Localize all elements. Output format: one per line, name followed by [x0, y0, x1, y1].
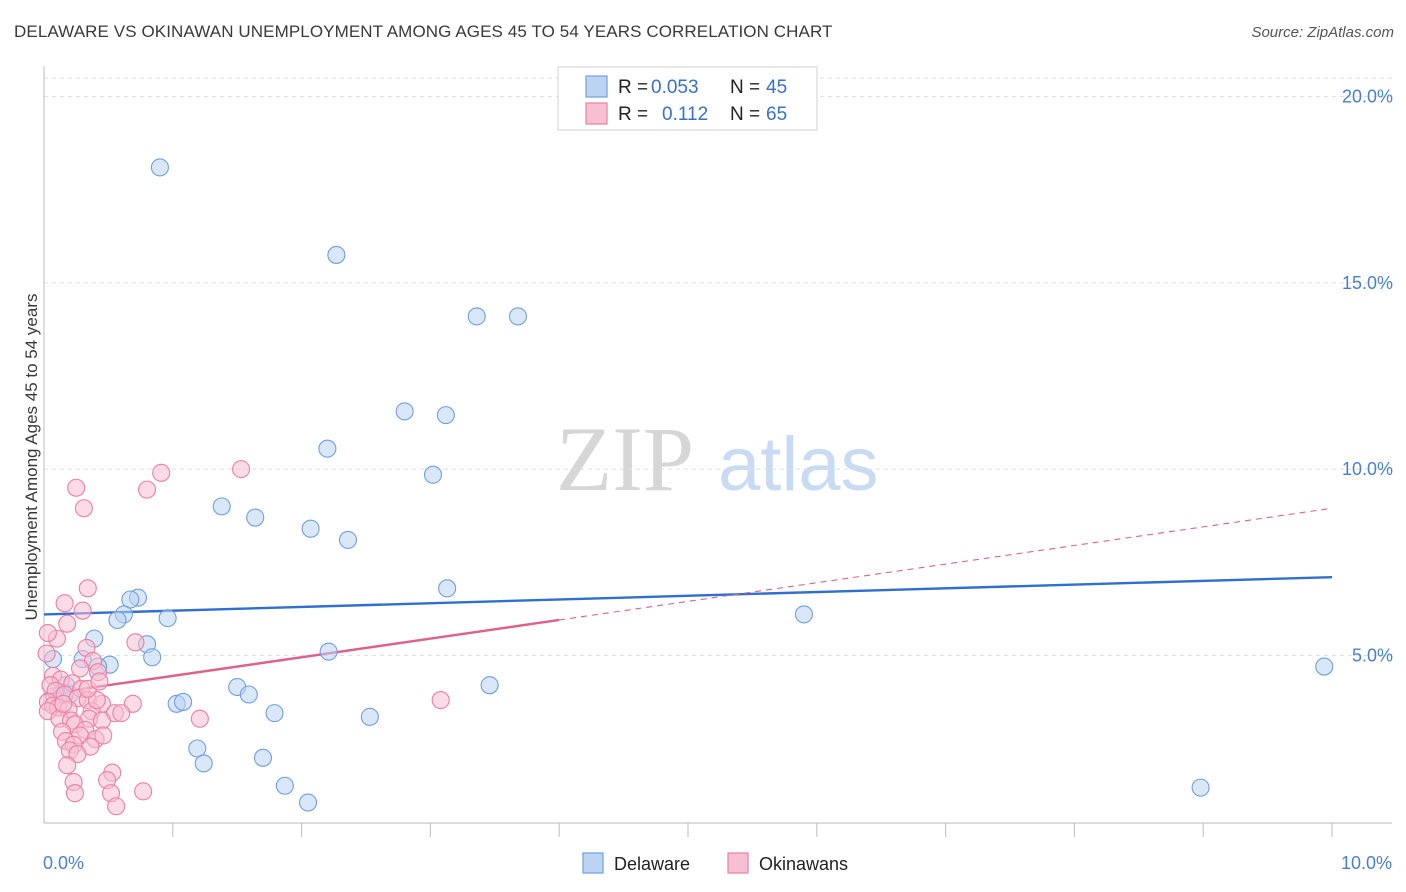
- okinawan-point-0: [67, 478, 86, 497]
- y-tick-label-2: 15.0%: [1342, 273, 1393, 293]
- okinawan-point-59: [190, 709, 209, 728]
- delaware-point-34: [265, 704, 284, 723]
- x-tick-label-min: 0.0%: [43, 853, 84, 873]
- delaware-point-30: [480, 676, 499, 695]
- legend-r-label-okinawan: R =: [618, 104, 648, 125]
- chart-title: DELAWARE VS OKINAWAN UNEMPLOYMENT AMONG …: [14, 22, 833, 41]
- delaware-point-3: [508, 307, 528, 326]
- delaware-point-31: [239, 685, 258, 704]
- delaware-point-0: [150, 158, 169, 177]
- delaware-point-40: [298, 793, 318, 812]
- legend-top: R = 0.053 N = 45 R = 0.112 N = 65: [557, 66, 818, 131]
- legend-bottom-swatch-okinawan: [727, 852, 749, 874]
- delaware-point-36: [188, 739, 207, 758]
- delaware-point-20: [143, 648, 162, 667]
- y-tick-label-0: 5.0%: [1352, 645, 1393, 665]
- okinawan-point-8: [58, 614, 77, 633]
- legend-n-label-delaware: N =: [730, 77, 760, 98]
- y-tick-label-1: 10.0%: [1342, 459, 1393, 479]
- okinawan-point-61: [112, 704, 131, 723]
- y-tick-label-3: 20.0%: [1342, 87, 1393, 107]
- okinawan-point-4: [232, 460, 251, 479]
- legend-n-value-okinawan: 65: [766, 104, 787, 125]
- delaware-point-33: [174, 692, 193, 711]
- x-tick-label-max: 10.0%: [1341, 853, 1392, 873]
- legend-swatch-okinawan: [585, 102, 608, 125]
- trend-line-okinawan: [43, 618, 560, 696]
- delaware-point-16: [108, 610, 127, 630]
- legend-r-value-okinawan: 0.112: [662, 104, 708, 125]
- delaware-point-12: [438, 579, 457, 598]
- delaware-point-2: [467, 307, 486, 326]
- delaware-point-14: [121, 590, 140, 609]
- legend-bottom: Delaware Okinawans: [582, 852, 848, 874]
- y-axis-label: Unemployment Among Ages 45 to 54 years: [22, 294, 41, 621]
- watermark-atlas: atlas: [718, 422, 879, 507]
- okinawan-point-64: [54, 694, 73, 713]
- okinawan-point-2: [152, 463, 171, 482]
- delaware-point-26: [794, 605, 813, 624]
- delaware-point-4: [395, 402, 414, 421]
- okinawan-point-10: [38, 623, 57, 643]
- delaware-point-7: [423, 465, 443, 484]
- okinawan-points: [37, 460, 450, 816]
- delaware-point-27: [1315, 657, 1334, 676]
- legend-r-value-delaware: 0.053: [651, 77, 699, 98]
- delaware-point-10: [301, 519, 320, 538]
- grid-lines: [44, 77, 1392, 656]
- okinawan-point-58: [431, 691, 450, 710]
- delaware-point-6: [318, 439, 337, 458]
- trend-line-okinawan-extension: [559, 507, 1333, 621]
- delaware-point-39: [275, 776, 294, 795]
- okinawan-point-54: [65, 784, 84, 803]
- okinawan-point-50: [58, 756, 77, 775]
- delaware-point-35: [360, 707, 379, 726]
- delaware-point-17: [158, 609, 177, 628]
- okinawan-point-57: [107, 797, 126, 816]
- okinawan-point-7: [73, 601, 92, 620]
- okinawan-point-63: [90, 672, 109, 691]
- okinawan-point-15: [71, 659, 90, 678]
- delaware-point-41: [1191, 778, 1210, 797]
- okinawan-point-56: [134, 782, 153, 801]
- okinawan-point-12: [37, 644, 56, 663]
- delaware-point-9: [246, 508, 265, 527]
- y-tick-labels: 5.0% 10.0% 15.0% 20.0%: [1342, 87, 1393, 666]
- okinawan-point-6: [55, 594, 74, 613]
- source-label: Source: ZipAtlas.com: [1251, 24, 1394, 41]
- legend-bottom-label-delaware: Delaware: [614, 854, 690, 874]
- legend-bottom-swatch-delaware: [582, 852, 604, 874]
- legend-swatch-delaware: [585, 75, 608, 98]
- legend-n-value-delaware: 45: [766, 77, 787, 98]
- trend-lines: [43, 507, 1333, 696]
- legend-r-label-delaware: R =: [618, 77, 648, 98]
- okinawan-point-11: [126, 633, 145, 652]
- delaware-point-1: [327, 245, 346, 264]
- okinawan-point-5: [78, 579, 97, 598]
- okinawan-point-1: [74, 499, 93, 518]
- delaware-point-38: [253, 748, 273, 767]
- watermark-zip: ZIP: [556, 408, 694, 510]
- delaware-point-37: [194, 754, 213, 773]
- delaware-point-21: [319, 642, 338, 661]
- delaware-point-8: [212, 497, 231, 516]
- okinawan-point-49: [68, 745, 87, 764]
- delaware-point-11: [338, 530, 358, 549]
- legend-bottom-label-okinawan: Okinawans: [759, 854, 848, 874]
- okinawan-point-3: [137, 480, 157, 499]
- legend-n-label-okinawan: N =: [730, 104, 760, 125]
- trend-line-delaware: [43, 575, 1333, 616]
- delaware-point-5: [436, 406, 455, 425]
- okinawan-point-44: [94, 726, 113, 745]
